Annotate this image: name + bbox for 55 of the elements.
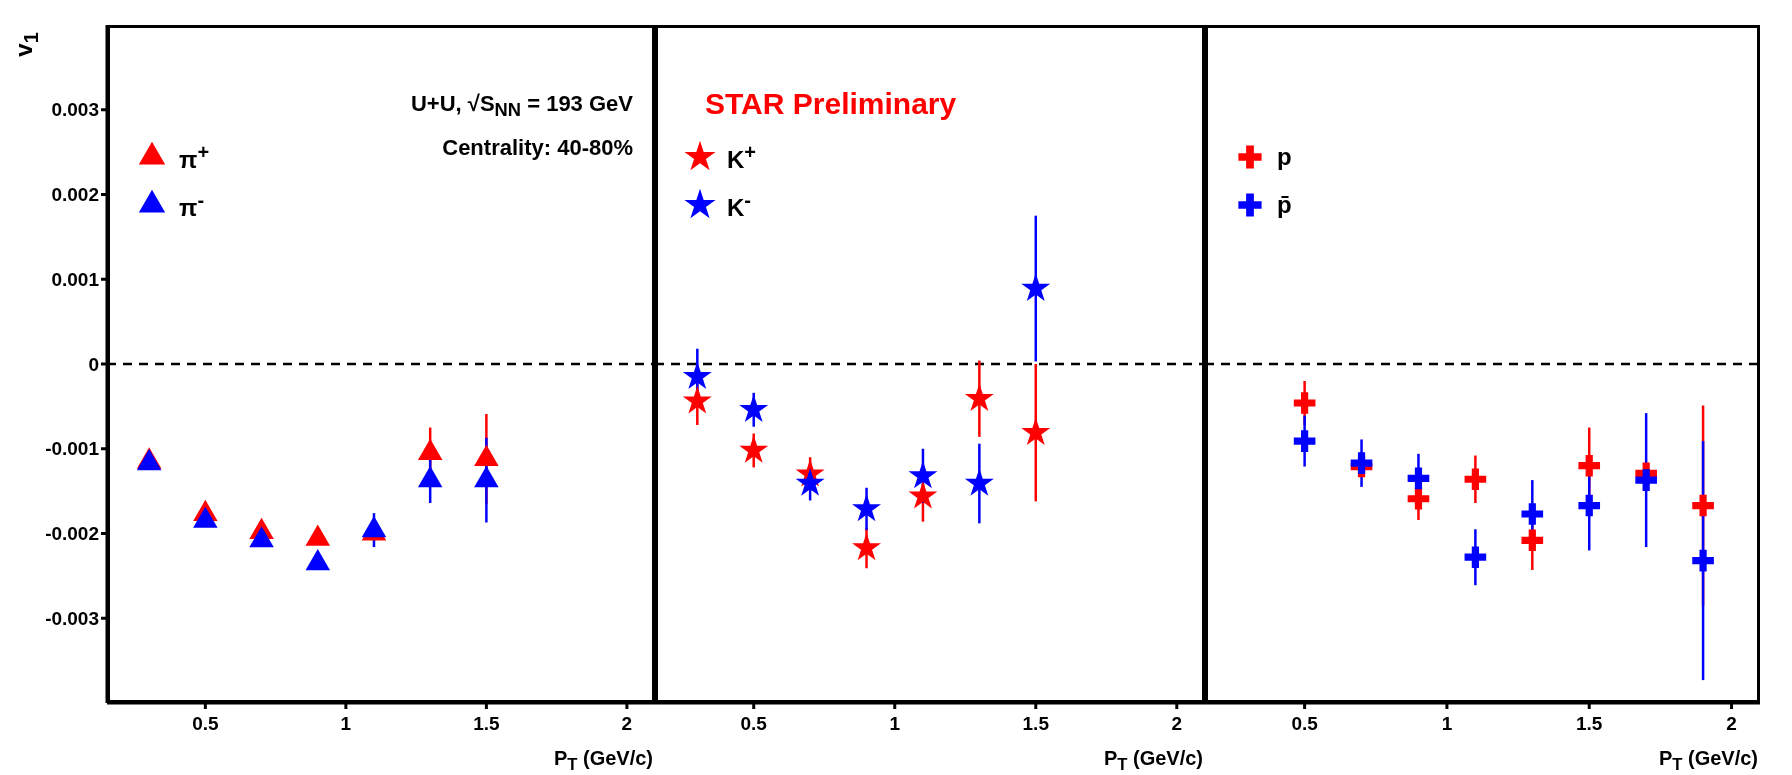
x-tick-label: 0.5: [192, 713, 219, 735]
point: [1464, 546, 1487, 569]
x-tick-label: 0.5: [740, 713, 768, 735]
y-tick-label: -0.003: [45, 607, 99, 629]
point: [1692, 494, 1714, 517]
point: [1021, 417, 1051, 445]
legend-label: p: [1277, 143, 1292, 171]
x-tick-label: 2: [1171, 713, 1183, 735]
point: [1407, 487, 1430, 510]
x-tick-label: 2: [1726, 713, 1737, 735]
x-tick-label: 1.5: [1022, 713, 1050, 735]
point: [964, 383, 994, 412]
point: [1521, 529, 1544, 552]
annotation: Centrality: 40-80%: [441, 134, 633, 163]
point: [1578, 454, 1601, 477]
point: [1293, 392, 1316, 414]
y-tick-label: 0.001: [51, 268, 100, 290]
point: [1521, 503, 1544, 525]
point: [1407, 467, 1430, 490]
x-axis-title: P$_{T}$ (GeV/c): [1658, 747, 1758, 775]
y-tick-label: -0.001: [45, 438, 100, 460]
point: [852, 532, 882, 561]
point: [739, 435, 769, 463]
x-axis-title: P$_{T}$ (GeV/c): [553, 747, 653, 775]
point: [1635, 469, 1657, 491]
legend-label: π$^{+}$: [179, 140, 210, 174]
legend-label: p̄: [1277, 191, 1292, 219]
x-tick-label: 1.5: [1576, 713, 1603, 735]
x-tick-label: 1.5: [473, 713, 501, 735]
point: [739, 394, 769, 423]
annotation: U+U, √S$_{NN}$ = 193 GeV: [410, 90, 633, 123]
legend-label: π$^{-}$: [179, 188, 205, 222]
y-tick-label: -0.002: [45, 523, 99, 545]
x-tick-label: 1: [1441, 713, 1453, 735]
point: [682, 361, 712, 390]
legend-label: K$^{+}$: [727, 140, 757, 174]
x-tick-label: 1: [340, 713, 352, 735]
legend-label: K$^{-}$: [727, 188, 752, 222]
x-tick-label: 2: [621, 713, 633, 735]
point: [1692, 549, 1714, 572]
y-tick-label: 0.003: [51, 99, 99, 121]
y-tick-label: 0: [88, 353, 99, 375]
x-tick-label: 0.5: [1291, 713, 1319, 735]
point: [964, 468, 994, 496]
point: [852, 493, 882, 522]
annotation: STAR Preliminary: [705, 86, 957, 122]
x-tick-label: 1: [889, 713, 901, 735]
x-axis-title: P$_{T}$ (GeV/c): [1103, 747, 1203, 775]
point: [1578, 494, 1601, 517]
point: [1021, 273, 1051, 301]
y-tick-label: 0.002: [51, 184, 99, 206]
point: [908, 480, 938, 509]
point: [1293, 430, 1316, 452]
point: [682, 386, 712, 414]
point: [1464, 468, 1487, 491]
